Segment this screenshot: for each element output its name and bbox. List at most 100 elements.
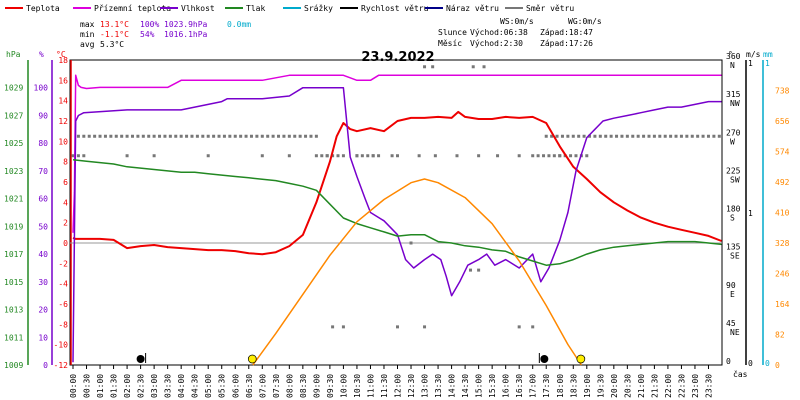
stat-max-rain: 0.0mm: [227, 20, 251, 29]
wind-direction-mark: [152, 154, 156, 158]
temperature-tick: -10: [54, 341, 69, 350]
wind-direction-mark: [82, 134, 86, 138]
stat-max-hum: 100%: [140, 20, 159, 29]
wind-direction-mark: [260, 154, 264, 158]
wind-direction-mark: [620, 134, 624, 138]
wind-direction-mark: [477, 268, 481, 272]
x-tick-label: 05:00: [204, 374, 213, 398]
wind-direction-mark: [147, 134, 151, 138]
wind-direction-mark: [325, 154, 329, 158]
direction-tick: 225: [726, 166, 741, 175]
x-tick-label: 06:00: [231, 374, 240, 398]
wind-direction-mark: [685, 134, 689, 138]
x-tick-label: 11:30: [380, 374, 389, 398]
wind-direction-mark: [496, 154, 500, 158]
wind-direction-mark: [293, 134, 297, 138]
legend-label-dir: Směr větru: [526, 4, 574, 13]
x-tick-label: 00:00: [69, 374, 78, 398]
wind-direction-mark: [331, 154, 335, 158]
wind-direction-mark: [571, 134, 575, 138]
direction-tick: 315: [726, 90, 741, 99]
wind-direction-mark: [314, 154, 318, 158]
wind-direction-mark: [222, 134, 226, 138]
plot-frame: [69, 59, 723, 366]
wind-direction-mark: [287, 154, 291, 158]
x-tick-label: 15:00: [475, 374, 484, 398]
rain-tick-top: 1: [765, 59, 770, 68]
wind-direction-mark: [76, 154, 80, 158]
rain-tick-bottom: 0: [765, 359, 770, 368]
wind-direction-mark: [298, 134, 302, 138]
wind-direction-mark: [136, 134, 140, 138]
direction-tick: 270: [726, 128, 741, 137]
humidity-tick: 80: [38, 139, 48, 148]
wind-direction-mark: [125, 154, 129, 158]
x-tick-label: 04:30: [191, 374, 200, 398]
wind-direction-mark: [212, 134, 216, 138]
wind-direction-mark: [455, 154, 459, 158]
stat-min-press: 1016.1hPa: [164, 30, 208, 39]
x-tick-label: 09:00: [312, 374, 321, 398]
humidity-tick: 40: [38, 250, 48, 259]
wind-direction-mark: [206, 154, 210, 158]
info-wg: WG:0m/s: [568, 17, 602, 26]
temperature-tick: -4: [58, 280, 68, 289]
x-tick-label: 14:30: [461, 374, 470, 398]
wind-direction-mark: [336, 154, 340, 158]
wind-direction-mark: [195, 134, 199, 138]
wind-direction-mark: [558, 154, 562, 158]
x-tick-label: 08:30: [299, 374, 308, 398]
pressure-tick: 1027: [4, 111, 23, 120]
wind-unit: m/s: [746, 50, 761, 59]
wind-direction-mark: [120, 134, 124, 138]
legend-label-wind: Rychlost větru: [361, 4, 429, 13]
x-tick-label: 04:00: [177, 374, 186, 398]
moon-set-marker: [540, 355, 549, 363]
wind-direction-mark: [582, 134, 586, 138]
direction-tick: 360: [726, 52, 741, 61]
wind-direction-mark: [552, 154, 556, 158]
wind-direction-mark: [228, 134, 232, 138]
solar-tick: 738: [775, 87, 790, 96]
compass-label: SE: [730, 252, 740, 261]
x-tick-label: 12:30: [407, 374, 416, 398]
x-tick-label: 20:00: [610, 374, 619, 398]
x-tick-label: 16:30: [515, 374, 524, 398]
wind-direction-mark: [87, 134, 91, 138]
direction-unit: °: [728, 50, 733, 59]
wind-direction-mark: [396, 325, 399, 329]
wind-direction-mark: [560, 134, 564, 138]
wind-direction-mark: [314, 134, 318, 138]
wind-direction-mark: [190, 134, 194, 138]
x-tick-label: 19:00: [583, 374, 592, 398]
solar-tick: 82: [775, 331, 785, 340]
pressure-tick: 1017: [4, 250, 23, 259]
wind-direction-mark: [569, 154, 573, 158]
legend-label-gust: Náraz větru: [446, 4, 499, 13]
wind-direction-mark: [625, 134, 629, 138]
legend-label-dew: Přízemní teplota: [94, 4, 171, 13]
compass-label: E: [730, 290, 735, 299]
x-tick-label: 02:00: [123, 374, 132, 398]
wind-direction-mark: [409, 241, 413, 245]
wind-direction-mark: [658, 134, 662, 138]
stat-min-temp: -1.1°C: [100, 30, 129, 39]
x-tick-label: 17:30: [542, 374, 551, 398]
legend-label-temp: Teplota: [26, 4, 60, 13]
pressure-tick: 1011: [4, 333, 23, 342]
wind-direction-mark: [669, 134, 673, 138]
x-tick-label: 20:30: [623, 374, 632, 398]
humidity-tick: 20: [38, 306, 48, 315]
solar-tick: 574: [775, 148, 790, 157]
wind-tick-top: 1: [748, 59, 753, 68]
wind-direction-mark: [615, 134, 619, 138]
x-tick-label: 13:30: [434, 374, 443, 398]
wind-direction-mark: [239, 134, 243, 138]
pressure-tick: 1021: [4, 195, 23, 204]
legend-label-hum: Vlhkost: [181, 4, 215, 13]
wind-direction-mark: [260, 134, 264, 138]
wind-direction-mark: [103, 134, 107, 138]
wind-direction-mark: [696, 134, 700, 138]
wind-direction-mark: [642, 134, 646, 138]
temperature-tick: 2: [63, 219, 68, 228]
